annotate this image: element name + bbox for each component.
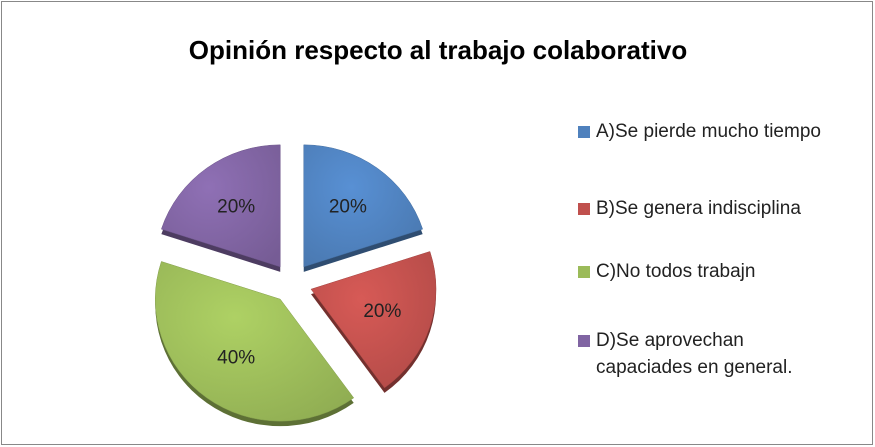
legend-item: D)Se aprovechan capaciades en general. — [578, 327, 843, 381]
pie-slice — [155, 261, 355, 422]
data-label: 20% — [363, 301, 401, 322]
pie-slice — [310, 251, 437, 389]
legend-item: C)No todos trabajn — [578, 258, 843, 285]
pie-slice — [161, 144, 281, 268]
legend-label: B)Se genera indisciplina — [596, 198, 801, 219]
legend-item: B)Se genera indisciplina — [578, 195, 843, 222]
legend-label: D)Se aprovechan capaciades en general. — [596, 330, 793, 378]
pie-slice — [303, 144, 423, 268]
data-label: 20% — [329, 197, 367, 218]
data-label: 20% — [217, 197, 255, 218]
legend-label: A)Se pierde mucho tiempo — [596, 121, 821, 142]
legend-swatch — [578, 335, 590, 347]
legend-swatch — [578, 203, 590, 215]
data-label: 40% — [217, 347, 255, 368]
legend-label: C)No todos trabajn — [596, 261, 756, 282]
chart-title: Opinión respecto al trabajo colaborativo — [189, 35, 687, 65]
legend-item: A)Se pierde mucho tiempo — [578, 118, 843, 145]
legend-swatch — [578, 126, 590, 138]
legend-swatch — [578, 266, 590, 278]
